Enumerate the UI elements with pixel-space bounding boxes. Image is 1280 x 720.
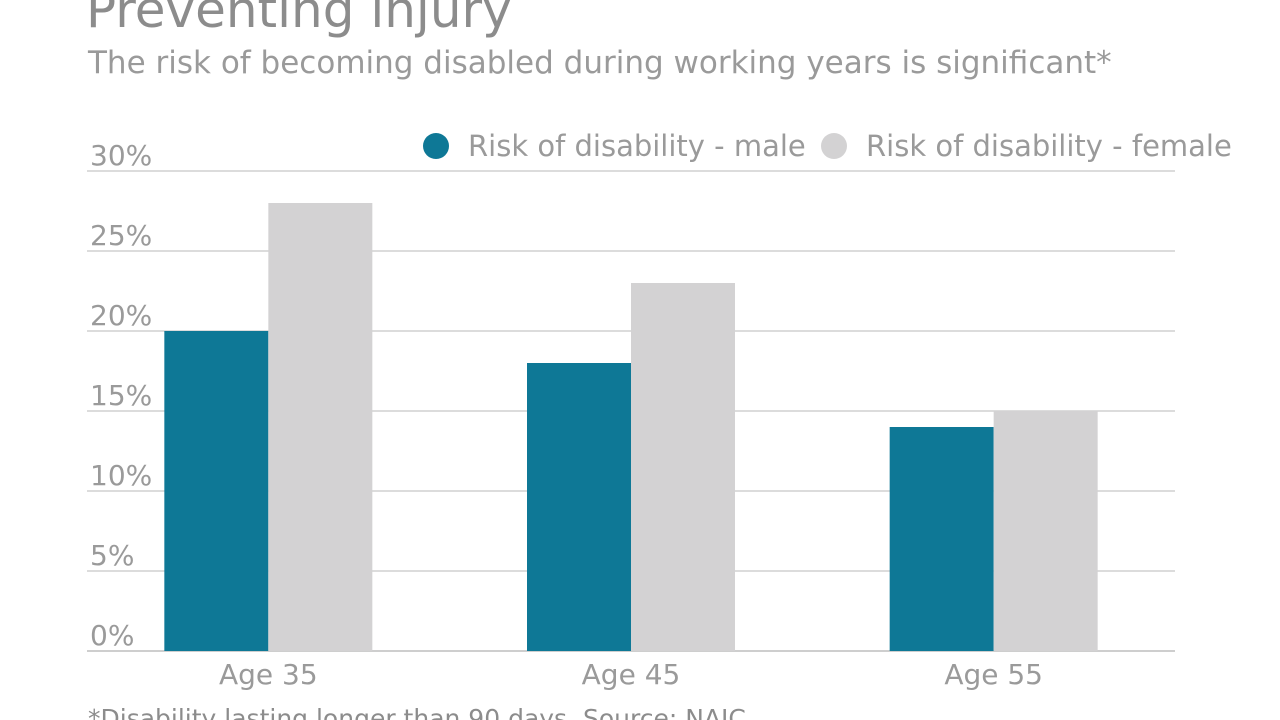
bar-male — [527, 363, 631, 651]
y-tick-label: 20% — [90, 299, 152, 332]
y-tick-label: 30% — [90, 139, 152, 172]
x-tick-label: Age 35 — [219, 658, 318, 691]
bar-female — [268, 203, 373, 651]
y-tick-label: 5% — [90, 539, 134, 572]
y-tick-label: 10% — [90, 459, 152, 492]
legend-label-female: Risk of disability - female — [866, 129, 1232, 163]
y-tick-label: 15% — [90, 379, 152, 412]
bar-male — [164, 331, 269, 651]
bar-female — [631, 283, 735, 651]
slide-title: Preventing injury — [86, 0, 512, 39]
legend-item-female: Risk of disability - female — [821, 126, 1232, 166]
bar-male — [889, 427, 994, 651]
footnote: *Disability lasting longer than 90 days.… — [88, 704, 746, 720]
bar-female — [993, 411, 1098, 651]
legend-swatch-male — [423, 133, 449, 159]
legend-swatch-female — [821, 133, 847, 159]
y-tick-label: 0% — [90, 619, 134, 652]
slide-subtitle: The risk of becoming disabled during wor… — [88, 45, 1112, 81]
x-tick-label: Age 45 — [582, 658, 681, 691]
x-tick-label: Age 55 — [944, 658, 1043, 691]
legend-item-male: Risk of disability - male — [423, 126, 806, 166]
y-tick-label: 25% — [90, 219, 152, 252]
legend-label-male: Risk of disability - male — [468, 129, 806, 163]
